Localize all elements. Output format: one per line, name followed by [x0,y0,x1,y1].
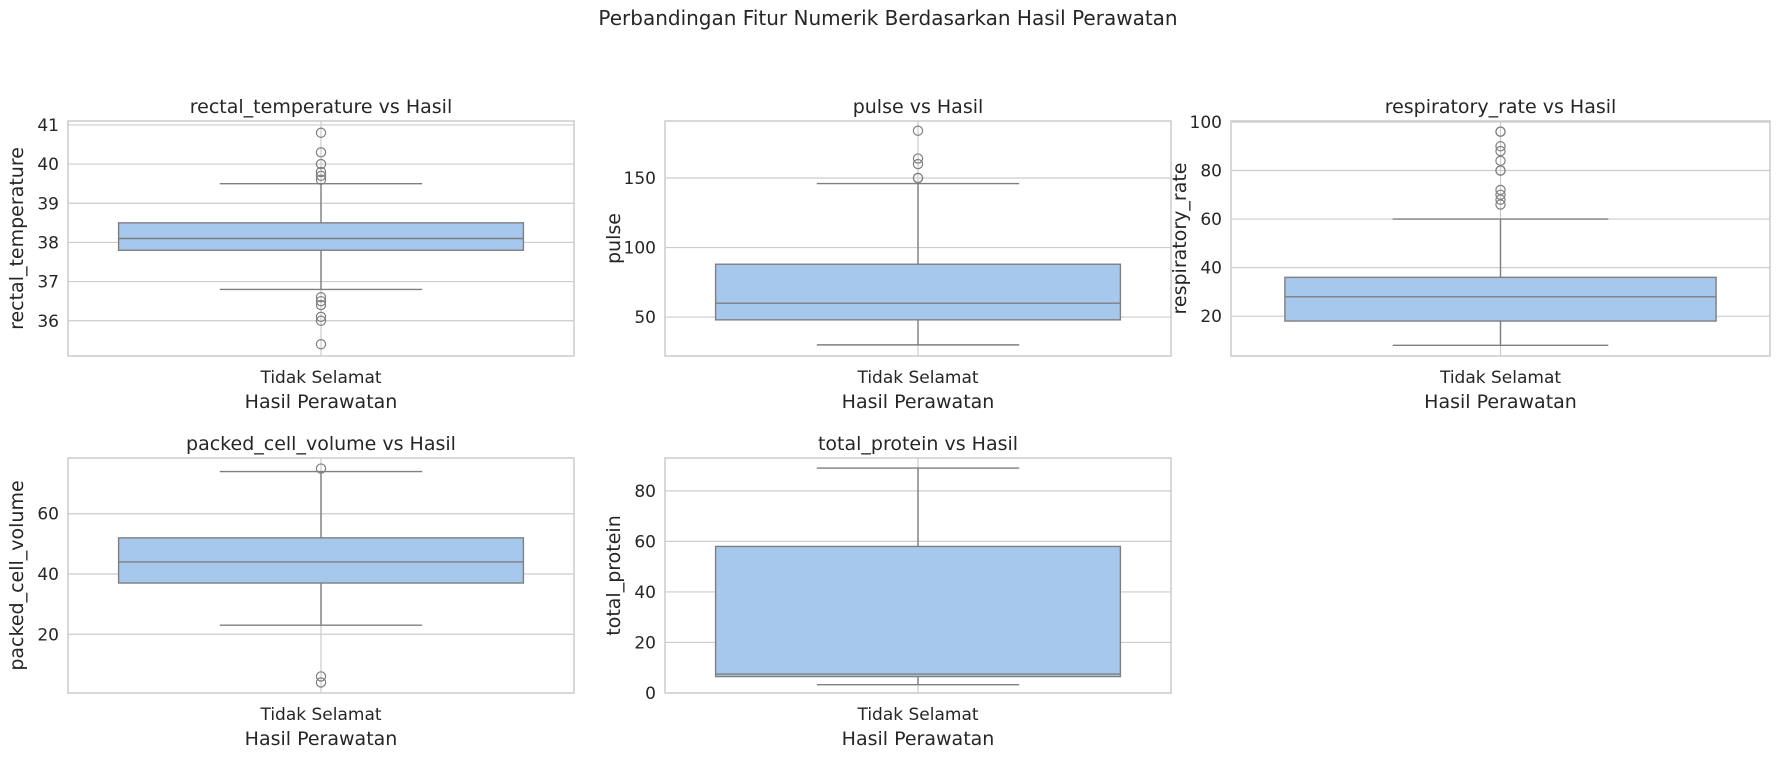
axes-frame [664,457,1172,694]
y-tick-label: 20 [37,625,59,645]
y-axis-label: pulse [603,213,625,264]
y-tick-label: 80 [1200,162,1222,182]
outlier-point [315,147,327,158]
subplot-title: total_protein vs Hasil [818,433,1018,455]
outlier-point [1495,141,1506,152]
y-tick-label: 60 [37,505,59,525]
iqr-box [117,222,525,251]
y-tick-label: 50 [634,308,656,328]
y-tick-label: 38 [37,233,59,253]
y-tick-label: 150 [624,169,656,189]
x-axis-label: Hasil Perawatan [1424,391,1577,413]
subplot-grid: 36 37 38 39 40 41 rectal_temperature vs Hasil T… [6,96,1771,750]
x-tick-label: Tidak Selamat [1439,368,1561,388]
subplot-1: 36 37 38 39 40 41 rectal_temperature vs Hasil T… [6,96,575,413]
subplot-title: respiratory_rate vs Hasil [1385,96,1617,118]
outlier-point [315,174,327,185]
y-tick-label: 100 [1190,113,1222,133]
axes-frame [664,120,1172,357]
outlier-point [315,295,327,307]
subplot-title: packed_cell_volume vs Hasil [186,433,456,455]
y-tick-label: 41 [37,116,59,136]
subplot-5: 0 20 40 60 80 total_protein vs Hasil Tidak Sel… [603,433,1172,750]
outlier-point [315,299,327,311]
box-1 [714,125,1122,346]
y-axis-label: rectal_temperature [6,147,28,330]
y-tick-label: 60 [1200,210,1222,230]
y-axis-label: total_protein [603,515,625,636]
outlier-point [315,158,327,170]
subplot-2: 50 100 150 pulse vs Hasil Tidak Selamat Hasil… [603,96,1172,413]
iqr-box [714,545,1122,678]
outlier-point [315,170,327,182]
y-tick-label: 60 [634,532,656,552]
y-tick-label: 37 [37,273,59,293]
outlier-point [315,463,327,474]
x-tick-label: Tidak Selamat [259,368,381,388]
outlier-point [1495,199,1506,210]
y-tick-label: 36 [37,312,59,332]
x-axis-label: Hasil Perawatan [245,391,398,413]
y-tick-label: 20 [1200,307,1222,327]
outlier-point [315,315,327,326]
outlier-point [912,153,924,164]
outlier-point [912,158,924,170]
subplot-4: 20 40 60 packed_cell_volume vs Hasil Tidak S… [6,433,575,750]
y-tick-label: 0 [645,684,656,704]
y-tick-label: 40 [37,155,59,175]
outlier-point [1495,194,1506,205]
y-tick-label: 40 [1200,259,1222,279]
axes-frame [67,457,575,694]
y-tick-label: 20 [634,633,656,653]
box-1 [117,463,525,688]
y-tick-label: 40 [634,583,656,603]
outlier-point [315,339,327,350]
box-1 [117,127,525,350]
outlier-point [1495,165,1506,176]
figure-suptitle: Perbandingan Fitur Numerik Berdasarkan H… [598,6,1177,30]
y-tick-label: 80 [634,482,656,502]
axes-frame [67,120,575,357]
iqr-box [1284,276,1717,322]
x-axis-label: Hasil Perawatan [842,728,995,750]
outlier-point [912,172,924,184]
x-axis-label: Hasil Perawatan [842,391,995,413]
y-axis-label: respiratory_rate [1169,163,1191,315]
subplot-title: rectal_temperature vs Hasil [190,96,452,118]
outlier-point [315,311,327,323]
subplot-3: 20 40 60 80 100 respiratory_rate vs Hasil Tida… [1169,96,1771,413]
y-tick-label: 40 [37,565,59,585]
axes-frame [1230,120,1771,357]
iqr-box [714,263,1122,321]
x-tick-label: Tidak Selamat [856,368,978,388]
outlier-point [315,677,327,688]
box-1 [714,467,1122,686]
outlier-point [315,292,327,303]
outlier-point [1495,126,1506,137]
x-tick-label: Tidak Selamat [259,705,381,725]
y-axis-label: packed_cell_volume [6,480,28,670]
y-tick-label: 100 [624,239,656,259]
x-tick-label: Tidak Selamat [856,705,978,725]
iqr-box [117,537,525,584]
outlier-point [315,166,327,178]
x-axis-label: Hasil Perawatan [245,728,398,750]
outlier-point [315,671,327,682]
subplot-title: pulse vs Hasil [853,96,984,118]
y-tick-label: 39 [37,194,59,214]
box-1 [1284,126,1717,347]
outlier-point [912,125,924,136]
outlier-point [315,127,327,138]
